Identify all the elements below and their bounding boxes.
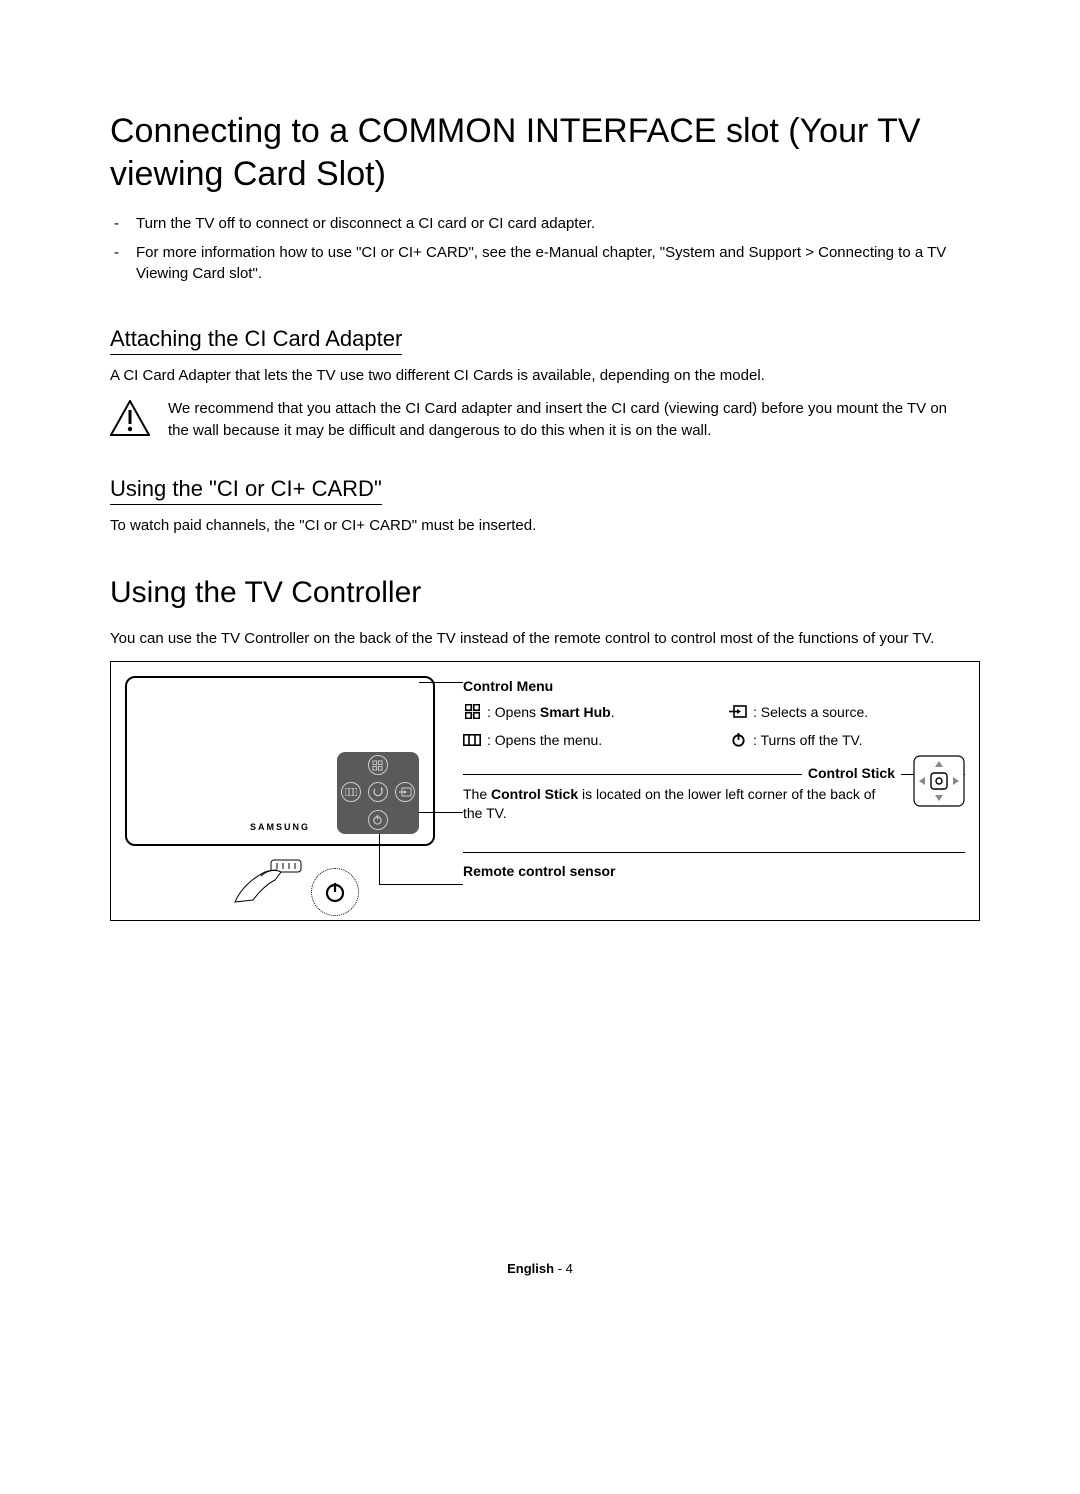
warning-text: We recommend that you attach the CI Card… — [168, 398, 970, 442]
control-menu-title: Control Menu — [463, 678, 965, 694]
section-heading-attach: Attaching the CI Card Adapter — [110, 326, 402, 355]
power-icon — [729, 732, 747, 747]
remote-sensor-section: Remote control sensor — [463, 852, 965, 879]
control-menu-grid: : Opens Smart Hub. : Selects a source. :… — [463, 704, 965, 748]
warning-row: We recommend that you attach the CI Card… — [110, 398, 970, 442]
menu-item: : Turns off the TV. — [729, 732, 965, 748]
menu-item: : Opens Smart Hub. — [463, 704, 699, 720]
page-footer: English - 4 — [110, 1261, 970, 1276]
menu-button-icon — [341, 782, 361, 802]
controller-intro: You can use the TV Controller on the bac… — [110, 628, 970, 649]
power-button-icon — [368, 810, 388, 830]
section-text: To watch paid channels, the "CI or CI+ C… — [110, 515, 970, 536]
menu-item-text: : Opens the menu. — [487, 732, 602, 748]
warning-icon — [110, 400, 150, 436]
remote-sensor-label: Remote control sensor — [463, 863, 965, 879]
menu-item: : Selects a source. — [729, 704, 965, 720]
section-text: A CI Card Adapter that lets the TV use t… — [110, 365, 970, 386]
hand-illustration — [231, 858, 309, 915]
control-stick-icon — [913, 755, 965, 807]
source-icon — [729, 705, 747, 718]
intro-bullet: Turn the TV off to connect or disconnect… — [136, 213, 970, 234]
menu-item-text: : Turns off the TV. — [753, 732, 862, 748]
menu-item: : Opens the menu. — [463, 732, 699, 748]
menu-item-text: : Opens Smart Hub. — [487, 704, 615, 720]
intro-bullets: Turn the TV off to connect or disconnect… — [110, 213, 970, 284]
control-panel — [337, 752, 419, 834]
return-button-icon — [368, 782, 388, 802]
power-icon — [323, 880, 347, 904]
control-stick-label: Control Stick — [802, 765, 901, 781]
intro-bullet: For more information how to use "CI or C… — [136, 242, 970, 284]
control-stick-section: Control Stick The Control Stick is locat… — [463, 774, 965, 824]
remote-sensor-icon — [311, 868, 359, 916]
source-button-icon — [395, 782, 415, 802]
control-stick-text: The Control Stick is located on the lowe… — [463, 785, 965, 824]
menu-icon — [463, 734, 481, 746]
menu-item-text: : Selects a source. — [753, 704, 868, 720]
leader-line — [419, 682, 463, 683]
leader-line — [379, 884, 463, 885]
page-title: Connecting to a COMMON INTERFACE slot (Y… — [110, 110, 970, 195]
leader-line — [419, 812, 463, 813]
leader-line — [379, 834, 380, 884]
section-heading-controller: Using the TV Controller — [110, 576, 970, 610]
smart-hub-button-icon — [368, 755, 388, 775]
section-heading-ci: Using the "CI or CI+ CARD" — [110, 476, 382, 505]
controller-diagram: SAMSUNG — [110, 661, 980, 921]
smart-hub-icon — [463, 704, 481, 719]
